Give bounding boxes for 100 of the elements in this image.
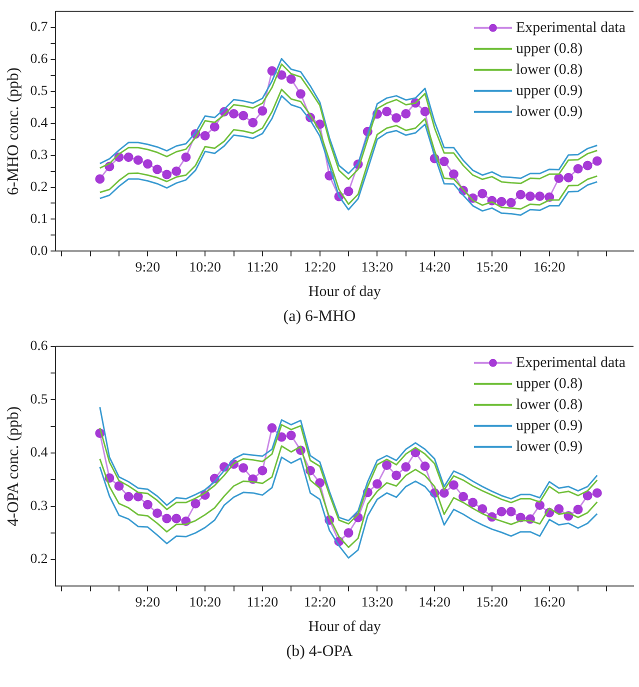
point	[382, 106, 392, 116]
text: (a) 6-MHO	[282, 307, 357, 327]
point	[516, 190, 526, 200]
point	[564, 172, 574, 182]
y-tick-label: 0.6	[30, 339, 48, 354]
point	[420, 462, 430, 472]
x-tick-label: 15:20	[476, 595, 508, 610]
x-tick-label: 10:20	[189, 260, 222, 276]
y-tick-label: 0.2	[30, 552, 48, 568]
x-tick-label: 10:20	[189, 595, 222, 610]
legend-label: lower (0.8)	[516, 62, 583, 78]
legend-label: upper (0.8)	[516, 40, 583, 57]
legend-label: upper (0.9)	[516, 418, 583, 434]
point	[276, 70, 286, 80]
point	[478, 504, 488, 514]
point	[392, 113, 402, 123]
point	[133, 492, 143, 502]
point	[344, 186, 354, 196]
x-tick-label: 11:20	[246, 260, 278, 276]
point	[392, 470, 402, 480]
y-tick-label: 0.1	[30, 212, 48, 227]
point	[478, 188, 488, 198]
legend-label: upper (0.8)	[516, 376, 583, 392]
x-tick-label: 14:20	[418, 260, 451, 276]
text: (b) 4-OPA	[285, 642, 354, 662]
point	[525, 191, 535, 201]
legend-label: Experimental data	[516, 20, 626, 36]
x-axis-title: Hour of day	[308, 284, 382, 300]
point	[554, 174, 564, 184]
point	[238, 463, 248, 473]
x-tick-label: 15:20	[476, 260, 508, 276]
legend-label: lower (0.9)	[516, 104, 583, 120]
point	[238, 110, 248, 120]
point	[258, 106, 268, 116]
point	[200, 131, 210, 141]
point	[124, 492, 134, 502]
y-tick-label: 0.7	[30, 20, 48, 36]
point	[152, 508, 162, 518]
y-tick-label: 0.0	[30, 244, 48, 259]
point	[382, 460, 392, 470]
x-tick-label: 11:20	[246, 595, 278, 610]
point	[267, 423, 277, 433]
y-tick-label: 0.6	[30, 52, 48, 68]
point	[172, 514, 182, 524]
y-tick-label: 0.4	[30, 116, 48, 131]
point	[315, 478, 325, 488]
x-tick-label: 12:20	[304, 595, 336, 610]
point	[401, 462, 411, 472]
point	[172, 166, 182, 176]
point	[286, 74, 296, 84]
x-tick-label: 9:20	[135, 260, 160, 276]
x-tick-label: 13:20	[361, 595, 394, 610]
legend-label: lower (0.9)	[516, 438, 583, 455]
point	[573, 504, 583, 514]
point	[142, 500, 152, 510]
point	[248, 118, 258, 128]
point	[496, 506, 506, 516]
point	[439, 488, 449, 498]
point	[229, 108, 239, 118]
point	[267, 66, 277, 76]
point	[124, 152, 134, 162]
point	[95, 174, 105, 184]
point	[190, 498, 200, 508]
point	[582, 490, 592, 500]
point	[535, 500, 545, 510]
x-tick-label: 9:20	[135, 595, 160, 610]
point	[401, 108, 411, 118]
y-tick-label: 0.3	[30, 498, 48, 514]
point	[420, 106, 430, 116]
point	[344, 528, 354, 538]
point	[133, 155, 143, 165]
y-axis-title: 6-MHO conc. (ppb)	[4, 68, 22, 196]
point	[286, 430, 296, 440]
point	[554, 504, 564, 514]
point	[573, 164, 583, 174]
x-axis-title: Hour of day	[308, 618, 382, 635]
point	[535, 191, 545, 201]
point	[439, 156, 449, 166]
y-tick-label: 0.5	[30, 84, 48, 100]
legend-label: Experimental data	[516, 354, 626, 371]
point	[372, 479, 382, 489]
point	[181, 152, 191, 162]
point	[296, 89, 306, 99]
point	[114, 481, 124, 491]
point	[448, 169, 458, 179]
y-axis-title: 4-OPA conc. (ppb)	[4, 406, 22, 526]
point	[496, 196, 506, 206]
x-tick-label: 14:20	[418, 595, 451, 610]
x-tick-label: 16:20	[533, 260, 566, 276]
legend-label: lower (0.8)	[516, 396, 583, 413]
point	[468, 498, 478, 508]
point	[582, 160, 592, 170]
point	[506, 506, 516, 516]
point	[258, 466, 268, 476]
point	[592, 488, 602, 498]
x-tick-label: 13:20	[361, 260, 394, 276]
point	[162, 514, 172, 524]
point	[142, 159, 152, 169]
y-tick-label: 0.5	[30, 392, 48, 408]
point	[458, 492, 468, 502]
